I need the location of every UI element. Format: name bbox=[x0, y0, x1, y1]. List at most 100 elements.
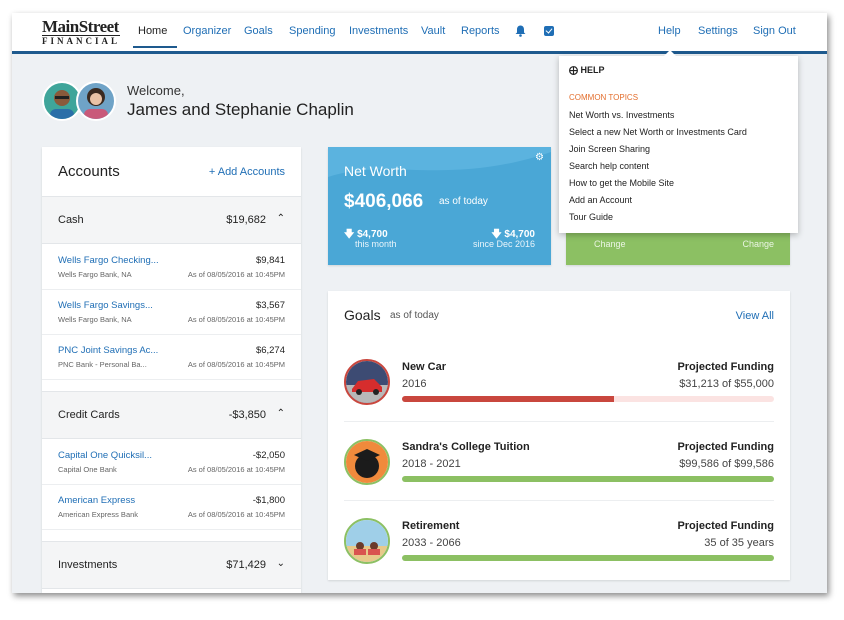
goals-title: Goals bbox=[344, 307, 381, 323]
account-row[interactable]: American Express American Express Bank -… bbox=[42, 484, 301, 530]
account-bank: Wells Fargo Bank, NA bbox=[58, 270, 132, 279]
top-nav-bar: MainStreet FINANCIAL Home Organizer Goal… bbox=[12, 13, 827, 54]
account-balance: -$2,050 bbox=[252, 450, 285, 461]
account-bank: PNC Bank - Personal Ba... bbox=[58, 360, 147, 369]
mainstreet-logo[interactable]: MainStreet FINANCIAL bbox=[42, 17, 121, 46]
nav-help[interactable]: Help bbox=[658, 25, 681, 37]
account-group-credit-cards[interactable]: Credit Cards -$3,850 ⌃ bbox=[42, 391, 301, 439]
group-total: $71,429 bbox=[226, 559, 266, 571]
account-bank: Capital One Bank bbox=[58, 465, 117, 474]
account-balance: $6,274 bbox=[255, 345, 285, 356]
car-goal-icon bbox=[344, 359, 390, 405]
help-topic[interactable]: How to get the Mobile Site bbox=[569, 178, 675, 188]
account-row[interactable]: Capital One Quicksil... Capital One Bank… bbox=[42, 439, 301, 485]
net-worth-card[interactable]: ⚙ Net Worth $406,066 as of today 🡇 $4,70… bbox=[328, 147, 551, 265]
accounts-panel: Accounts + Add Accounts Cash $19,682 ⌃ W… bbox=[42, 147, 301, 593]
change-this-month: 🡇 $4,700 bbox=[344, 227, 388, 244]
net-worth-title: Net Worth bbox=[344, 163, 407, 179]
help-dropdown: ⨁ HELP COMMON TOPICS Net Worth vs. Inves… bbox=[559, 56, 798, 233]
nav-investments[interactable]: Investments bbox=[349, 25, 409, 37]
goal-progress-fill bbox=[402, 396, 615, 402]
chevron-down-icon[interactable]: ⌄ bbox=[276, 558, 285, 569]
account-balance: $9,841 bbox=[255, 255, 285, 266]
checklist-icon[interactable] bbox=[544, 26, 554, 36]
help-topic[interactable]: Search help content bbox=[569, 161, 650, 171]
logo-line1: MainStreet bbox=[42, 17, 119, 36]
goal-item[interactable]: New Car 2016 Projected Funding $31,213 o… bbox=[344, 351, 774, 430]
group-name: Credit Cards bbox=[58, 409, 120, 421]
change-since-label: since Dec 2016 bbox=[472, 239, 535, 249]
goal-item[interactable]: Retirement 2033 - 2066 Projected Funding… bbox=[344, 510, 774, 589]
account-name[interactable]: Wells Fargo Savings... bbox=[58, 300, 153, 311]
net-worth-asof: as of today bbox=[439, 196, 488, 207]
nav-reports[interactable]: Reports bbox=[461, 25, 500, 37]
add-accounts-link[interactable]: + Add Accounts bbox=[208, 166, 285, 178]
nav-sign-out[interactable]: Sign Out bbox=[753, 25, 796, 37]
help-topic[interactable]: Add an Account bbox=[569, 195, 633, 205]
net-worth-value: $406,066 bbox=[344, 191, 424, 212]
account-name[interactable]: Capital One Quicksil... bbox=[58, 450, 152, 461]
goal-name: Retirement bbox=[402, 520, 460, 532]
goal-years: 2033 - 2066 bbox=[402, 537, 461, 549]
account-group-cash[interactable]: Cash $19,682 ⌃ bbox=[42, 196, 301, 244]
goals-panel: Goals as of today View All New Car 2016 … bbox=[328, 291, 790, 580]
account-row[interactable]: Wells Fargo Savings... Wells Fargo Bank,… bbox=[42, 289, 301, 335]
account-name[interactable]: American Express bbox=[58, 495, 136, 506]
avatar-james bbox=[42, 81, 82, 121]
account-updated: As of 08/05/2016 at 10:45PM bbox=[187, 465, 285, 474]
goal-name: New Car bbox=[402, 361, 447, 373]
view-all-link[interactable]: View All bbox=[735, 310, 774, 322]
change-since: 🡇 $4,700 bbox=[491, 227, 535, 244]
help-header: ⨁ HELP bbox=[569, 65, 605, 76]
investments-change-label-right: Change bbox=[742, 239, 774, 249]
help-topic[interactable]: Join Screen Sharing bbox=[569, 144, 651, 154]
gear-icon[interactable]: ⚙ bbox=[535, 152, 544, 163]
nav-settings[interactable]: Settings bbox=[698, 25, 738, 37]
nav-home[interactable]: Home bbox=[138, 25, 168, 37]
investments-change-label-left: Change bbox=[594, 239, 626, 249]
avatar-stephanie bbox=[76, 81, 116, 121]
bell-icon[interactable] bbox=[515, 25, 526, 37]
projected-funding-value: $31,213 of $55,000 bbox=[679, 378, 774, 390]
help-lifebuoy-icon: ⨁ bbox=[569, 65, 581, 75]
nav-organizer[interactable]: Organizer bbox=[183, 25, 232, 37]
account-row[interactable]: PNC Joint Savings Ac... PNC Bank - Perso… bbox=[42, 334, 301, 380]
account-updated: As of 08/05/2016 at 10:45PM bbox=[187, 510, 285, 519]
help-topic[interactable]: Tour Guide bbox=[569, 212, 614, 222]
nav-vault[interactable]: Vault bbox=[421, 25, 446, 37]
account-group-investments[interactable]: Investments $71,429 ⌄ bbox=[42, 541, 301, 589]
goal-item[interactable]: Sandra's College Tuition 2018 - 2021 Pro… bbox=[344, 431, 774, 510]
group-total: $19,682 bbox=[226, 214, 266, 226]
nav-spending[interactable]: Spending bbox=[289, 25, 336, 37]
account-name[interactable]: PNC Joint Savings Ac... bbox=[58, 345, 159, 356]
group-name: Investments bbox=[58, 559, 118, 571]
investments-card[interactable]: Change Change bbox=[566, 229, 790, 265]
help-topic[interactable]: Net Worth vs. Investments bbox=[569, 110, 675, 120]
projected-funding-label: Projected Funding bbox=[677, 520, 774, 532]
projected-funding-label: Projected Funding bbox=[677, 441, 774, 453]
help-topic[interactable]: Select a new Net Worth or Investments Ca… bbox=[569, 127, 747, 137]
account-balance: $3,567 bbox=[255, 300, 285, 311]
help-header-label: HELP bbox=[580, 65, 605, 75]
graduation-goal-icon bbox=[344, 439, 390, 485]
welcome-name: James and Stephanie Chaplin bbox=[127, 100, 354, 119]
chevron-up-icon[interactable]: ⌃ bbox=[276, 408, 285, 419]
nav-goals[interactable]: Goals bbox=[244, 25, 273, 37]
goal-name: Sandra's College Tuition bbox=[402, 441, 530, 453]
change-this-month-label: this month bbox=[355, 239, 397, 249]
projected-funding-value: 35 of 35 years bbox=[704, 537, 774, 549]
change-since-value: $4,700 bbox=[504, 229, 535, 240]
goals-asof: as of today bbox=[390, 310, 439, 321]
account-name[interactable]: Wells Fargo Checking... bbox=[58, 255, 159, 266]
divider bbox=[344, 500, 774, 501]
wave-decoration bbox=[328, 147, 551, 177]
account-row[interactable]: Wells Fargo Checking... Wells Fargo Bank… bbox=[42, 244, 301, 290]
goal-progress-fill bbox=[402, 555, 774, 561]
group-total: -$3,850 bbox=[228, 409, 266, 421]
projected-funding-value: $99,586 of $99,586 bbox=[679, 458, 774, 470]
chevron-up-icon[interactable]: ⌃ bbox=[276, 213, 285, 224]
active-nav-indicator bbox=[133, 46, 177, 48]
goal-progress-fill bbox=[402, 476, 774, 482]
common-topics-heading: COMMON TOPICS bbox=[569, 93, 639, 102]
projected-funding-label: Projected Funding bbox=[677, 361, 774, 373]
